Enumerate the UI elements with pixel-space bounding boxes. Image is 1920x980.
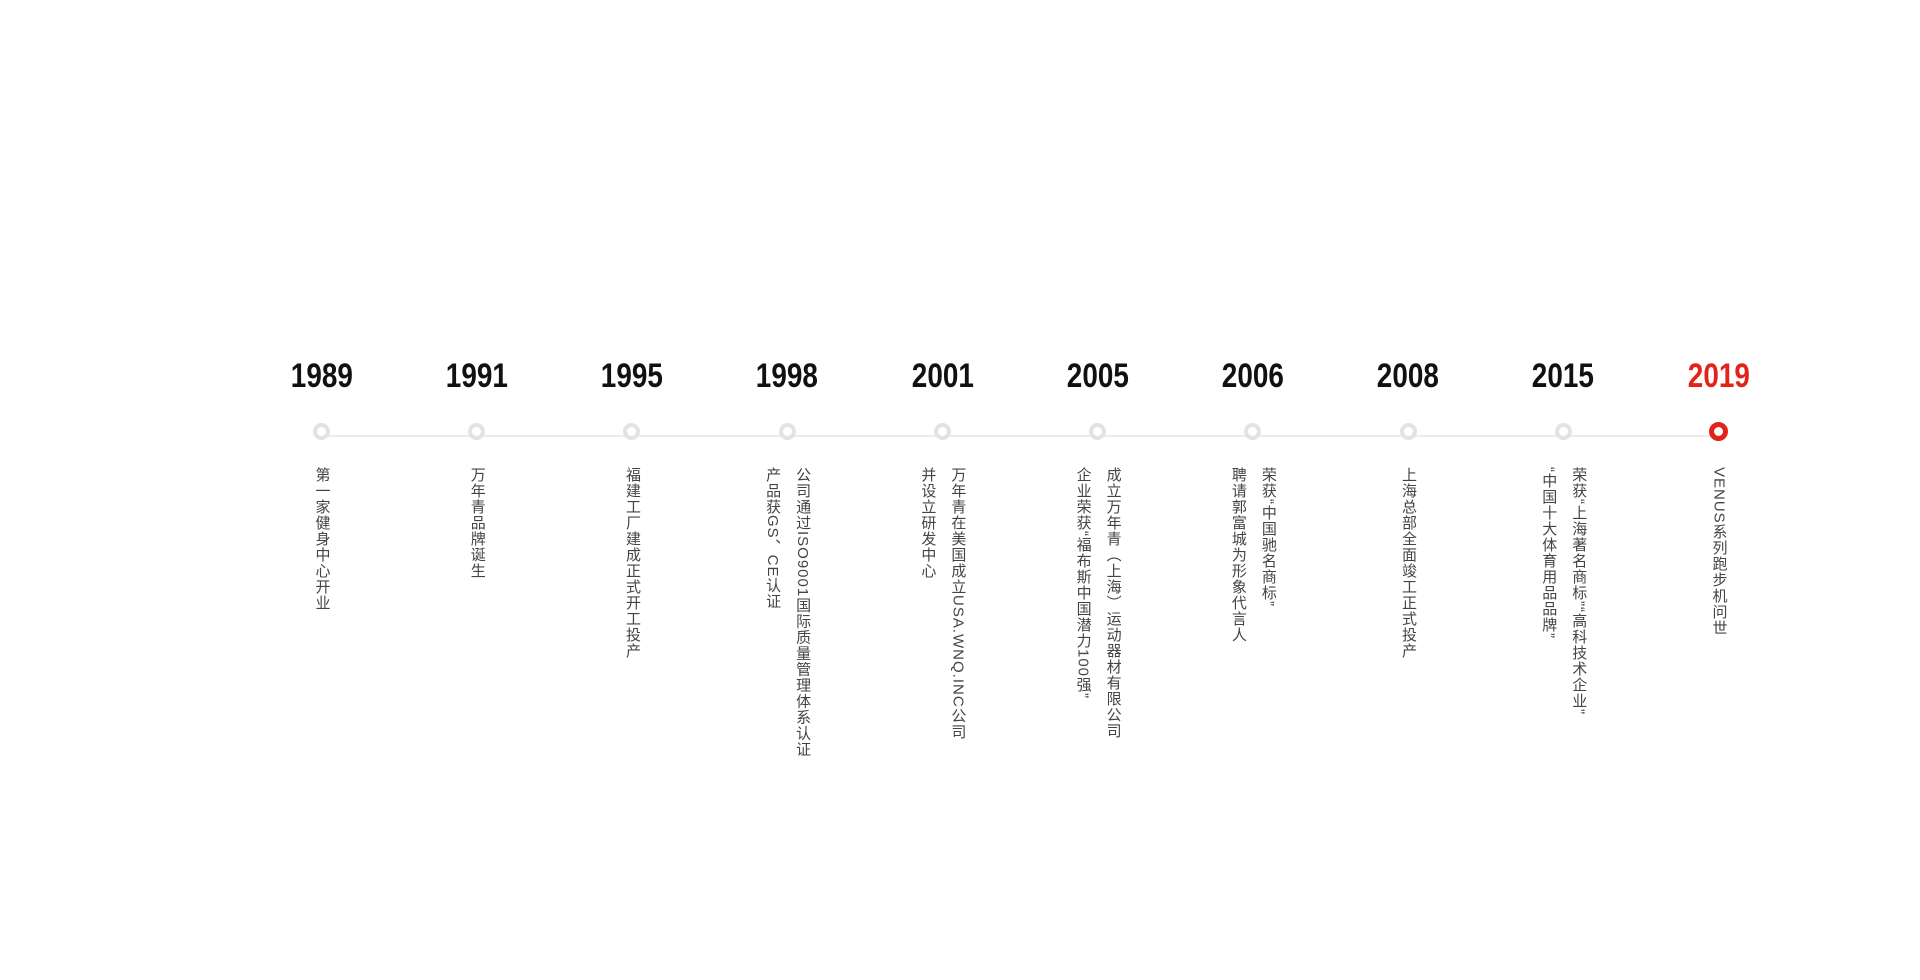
marker-row bbox=[313, 422, 330, 441]
timeline-node-marker[interactable] bbox=[933, 423, 951, 440]
milestone-description: 荣获“中国驰名商标” 聘请郭富城为形象代言人 bbox=[1223, 467, 1283, 643]
timeline-item: 2019 VENUS系列跑步机问世 bbox=[1641, 352, 1796, 757]
milestone-description: 公司通过ISO9001国际质量管理体系认证 产品获GS、CE认证 bbox=[757, 467, 817, 757]
milestone-line: 并设立研发中心 bbox=[919, 467, 937, 579]
milestone-description: 万年青品牌诞生 bbox=[462, 467, 492, 579]
timeline-node-marker[interactable] bbox=[468, 423, 486, 440]
milestone-line: 第一家健身中心开业 bbox=[313, 467, 331, 611]
marker-row bbox=[1399, 422, 1417, 441]
milestone-description: 成立万年青（上海）运动器材有限公司 企业荣获“福布斯中国潜力100强” bbox=[1068, 467, 1128, 739]
year-label: 2019 bbox=[1687, 357, 1750, 395]
year-label-wrap: 1989 bbox=[284, 352, 360, 400]
year-label-wrap: 2015 bbox=[1525, 352, 1601, 400]
timeline-item: 2008 上海总部全面竣工正式投产 bbox=[1331, 352, 1486, 757]
timeline-item: 1989 第一家健身中心开业 bbox=[244, 352, 399, 757]
milestone-description: 第一家健身中心开业 bbox=[307, 467, 337, 611]
year-label: 2015 bbox=[1532, 357, 1595, 395]
marker-row bbox=[1089, 422, 1107, 441]
timeline-track-line bbox=[321, 435, 1719, 437]
year-label-wrap: 2008 bbox=[1370, 352, 1446, 400]
timeline-item: 2015 荣获“上海著名商标”“高科技术企业” “中国十大体育用品品牌” bbox=[1486, 352, 1641, 757]
timeline-node-marker[interactable] bbox=[313, 423, 330, 440]
timeline-node-marker[interactable] bbox=[1089, 423, 1107, 440]
marker-row bbox=[623, 422, 641, 441]
year-label-wrap: 1991 bbox=[439, 352, 515, 400]
milestone-line: 成立万年青（上海）运动器材有限公司 bbox=[1104, 467, 1122, 739]
timeline-item: 1995 福建工厂建成正式开工投产 bbox=[554, 352, 709, 757]
milestone-line: VENUS系列跑步机问世 bbox=[1710, 467, 1728, 636]
milestone-description: VENUS系列跑步机问世 bbox=[1703, 467, 1733, 636]
timeline-item: 1998 公司通过ISO9001国际质量管理体系认证 产品获GS、CE认证 bbox=[710, 352, 865, 757]
milestone-line: 荣获“中国驰名商标” bbox=[1259, 467, 1277, 607]
milestone-description: 福建工厂建成正式开工投产 bbox=[617, 467, 647, 659]
marker-row bbox=[1554, 422, 1572, 441]
year-label-wrap: 2019 bbox=[1681, 352, 1757, 400]
marker-row bbox=[933, 422, 951, 441]
marker-row bbox=[778, 422, 796, 441]
timeline-item: 2006 荣获“中国驰名商标” 聘请郭富城为形象代言人 bbox=[1175, 352, 1330, 757]
year-label-wrap: 2001 bbox=[905, 352, 981, 400]
year-label-wrap: 2005 bbox=[1060, 352, 1136, 400]
milestone-line: 产品获GS、CE认证 bbox=[764, 467, 782, 610]
milestone-line: “中国十大体育用品品牌” bbox=[1540, 467, 1558, 639]
milestone-description: 上海总部全面竣工正式投产 bbox=[1393, 467, 1423, 659]
milestone-line: 荣获“上海著名商标”“高科技术企业” bbox=[1570, 467, 1588, 715]
milestone-line: 万年青品牌诞生 bbox=[468, 467, 486, 579]
marker-row bbox=[1244, 422, 1262, 441]
year-label-wrap: 1995 bbox=[594, 352, 670, 400]
timeline-item: 2005 成立万年青（上海）运动器材有限公司 企业荣获“福布斯中国潜力100强” bbox=[1020, 352, 1175, 757]
timeline-item: 2001 万年青在美国成立USA.WNQ.INC公司 并设立研发中心 bbox=[865, 352, 1020, 757]
milestone-line: 上海总部全面竣工正式投产 bbox=[1400, 467, 1418, 659]
year-label: 2005 bbox=[1066, 357, 1129, 395]
timeline-node-marker[interactable] bbox=[778, 423, 796, 440]
milestone-line: 公司通过ISO9001国际质量管理体系认证 bbox=[794, 467, 812, 758]
year-label: 1989 bbox=[290, 357, 353, 395]
milestone-line: 万年青在美国成立USA.WNQ.INC公司 bbox=[949, 467, 967, 740]
timeline-node-marker[interactable] bbox=[1244, 423, 1262, 440]
timeline-node-marker[interactable] bbox=[623, 423, 641, 440]
milestone-line: 企业荣获“福布斯中国潜力100强” bbox=[1074, 467, 1092, 700]
year-label: 2001 bbox=[911, 357, 974, 395]
year-label-wrap: 2006 bbox=[1215, 352, 1291, 400]
timeline-items: 1989 第一家健身中心开业 1991 万年青品牌诞生 1995 福建工厂建成正… bbox=[244, 352, 1796, 757]
milestone-line: 聘请郭富城为形象代言人 bbox=[1229, 467, 1247, 643]
milestone-line: 福建工厂建成正式开工投产 bbox=[623, 467, 641, 659]
milestone-description: 万年青在美国成立USA.WNQ.INC公司 并设立研发中心 bbox=[912, 467, 972, 740]
timeline-item: 1991 万年青品牌诞生 bbox=[399, 352, 554, 757]
timeline-node-marker[interactable] bbox=[1399, 423, 1417, 440]
timeline-node-marker[interactable] bbox=[1554, 423, 1572, 440]
year-label: 1998 bbox=[756, 357, 819, 395]
year-label-wrap: 1998 bbox=[749, 352, 825, 400]
year-label: 1991 bbox=[445, 357, 508, 395]
timeline-node-marker[interactable] bbox=[1708, 422, 1728, 441]
year-label: 2006 bbox=[1221, 357, 1284, 395]
year-label: 1995 bbox=[600, 357, 663, 395]
milestone-description: 荣获“上海著名商标”“高科技术企业” “中国十大体育用品品牌” bbox=[1533, 467, 1593, 715]
marker-row bbox=[1708, 422, 1728, 441]
history-timeline: 1989 第一家健身中心开业 1991 万年青品牌诞生 1995 福建工厂建成正… bbox=[244, 352, 1796, 757]
year-label: 2008 bbox=[1377, 357, 1440, 395]
marker-row bbox=[468, 422, 486, 441]
